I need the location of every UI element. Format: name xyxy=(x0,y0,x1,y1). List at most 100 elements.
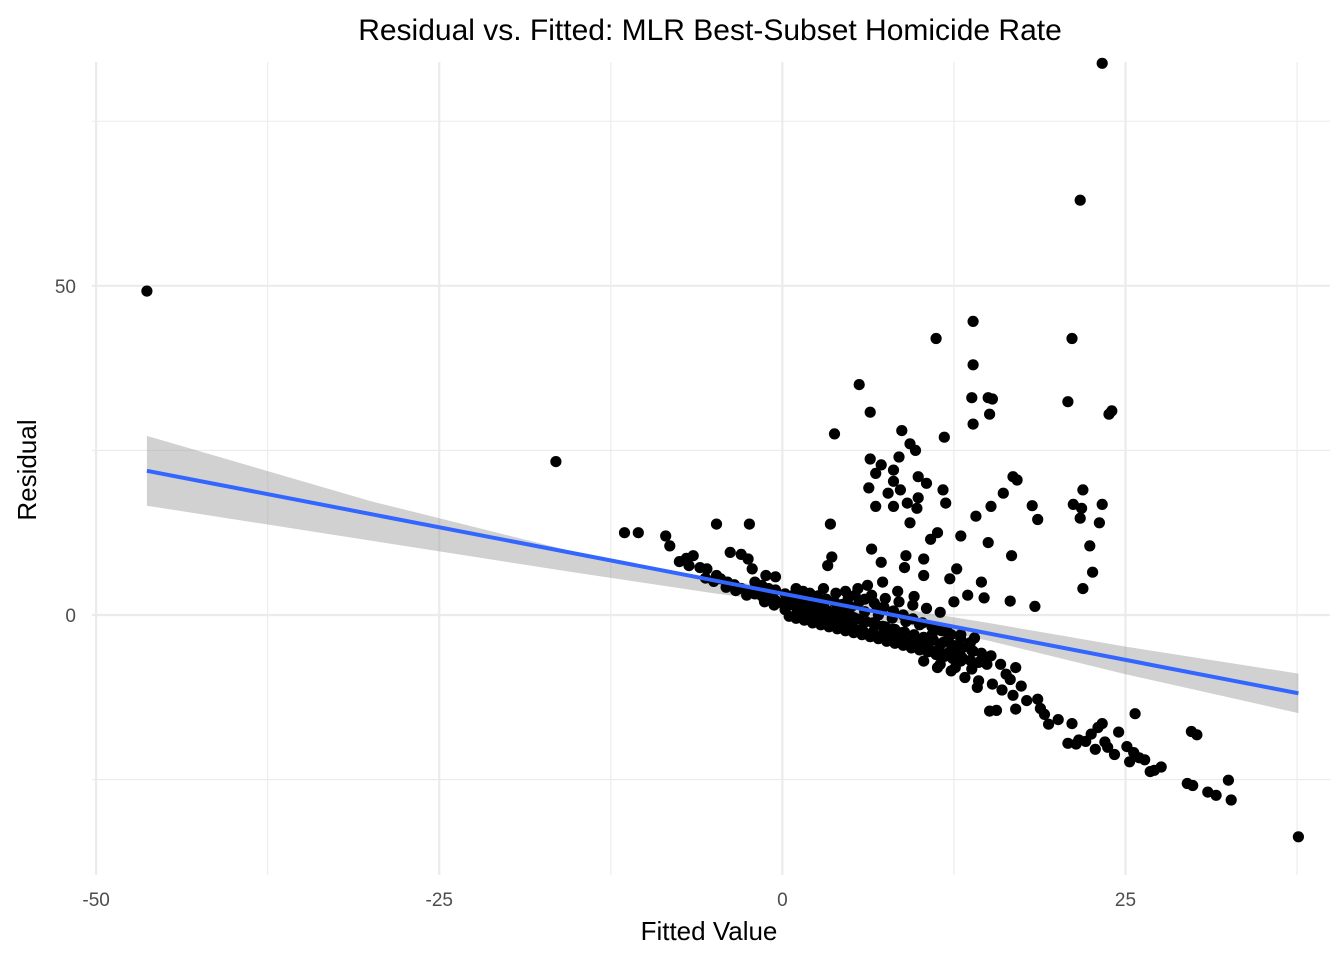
data-point xyxy=(1021,695,1033,707)
data-point xyxy=(1010,662,1022,674)
data-point xyxy=(849,589,861,601)
data-point xyxy=(1074,194,1086,206)
data-point xyxy=(817,583,830,595)
data-point xyxy=(945,629,957,641)
data-point xyxy=(918,553,930,565)
data-point xyxy=(1066,332,1078,345)
data-point xyxy=(986,678,999,690)
data-point xyxy=(934,606,946,618)
data-point xyxy=(1077,484,1089,496)
data-point xyxy=(1077,583,1089,595)
data-point xyxy=(550,456,562,468)
data-point xyxy=(1032,513,1044,526)
data-point xyxy=(1006,550,1018,562)
data-point xyxy=(870,467,882,479)
data-point xyxy=(730,585,742,597)
confidence-band xyxy=(146,435,1299,714)
data-point xyxy=(947,639,959,651)
data-point xyxy=(864,406,876,418)
data-point xyxy=(944,573,956,585)
data-point xyxy=(1103,408,1115,420)
data-point xyxy=(1093,517,1105,529)
data-point xyxy=(962,589,974,601)
data-point xyxy=(956,642,968,654)
data-point xyxy=(964,637,977,649)
data-point xyxy=(984,408,996,420)
data-point xyxy=(1191,729,1203,741)
data-point xyxy=(863,482,875,494)
data-point xyxy=(1096,718,1108,730)
data-point xyxy=(982,392,994,404)
data-point xyxy=(912,471,924,483)
data-point xyxy=(618,527,631,539)
data-point xyxy=(1210,789,1222,801)
data-point xyxy=(769,571,782,583)
data-point xyxy=(875,556,887,568)
data-point xyxy=(955,530,967,542)
data-point xyxy=(822,605,834,617)
data-point xyxy=(839,585,852,597)
data-point xyxy=(938,431,950,443)
data-point xyxy=(812,602,824,615)
data-point xyxy=(1062,396,1074,408)
data-point xyxy=(660,530,672,542)
data-point xyxy=(802,600,815,612)
data-point xyxy=(970,510,982,522)
data-point xyxy=(724,546,736,559)
data-point xyxy=(925,533,937,545)
data-point xyxy=(1029,600,1041,613)
data-point xyxy=(1108,748,1121,761)
data-point xyxy=(1004,673,1016,686)
data-point xyxy=(909,444,922,456)
data-point xyxy=(1096,57,1108,69)
data-point xyxy=(887,500,900,512)
data-point xyxy=(882,487,894,499)
data-point xyxy=(975,576,988,588)
data-point xyxy=(1225,794,1237,806)
data-point xyxy=(1032,693,1044,705)
data-point xyxy=(892,585,904,597)
data-point xyxy=(830,587,842,599)
data-point xyxy=(828,428,841,440)
data-point xyxy=(1076,502,1088,514)
data-point xyxy=(984,705,996,717)
data-point xyxy=(1062,737,1074,749)
data-point xyxy=(971,681,983,694)
data-point xyxy=(908,590,920,603)
data-point xyxy=(985,650,997,662)
data-point xyxy=(664,540,676,552)
data-point xyxy=(1124,756,1136,768)
data-point xyxy=(936,625,948,637)
data-point xyxy=(1144,766,1156,778)
data-point xyxy=(870,500,882,512)
data-point xyxy=(742,553,754,565)
data-point xyxy=(746,563,758,575)
data-point xyxy=(822,560,834,572)
data-point xyxy=(1187,779,1199,792)
data-point xyxy=(893,596,905,608)
data-point xyxy=(967,315,979,327)
x-tick-label: -50 xyxy=(82,890,109,911)
data-point xyxy=(918,631,930,644)
data-point xyxy=(920,602,933,615)
data-point xyxy=(887,464,900,476)
data-point xyxy=(1102,741,1114,753)
data-point xyxy=(824,518,837,530)
data-point xyxy=(1004,595,1016,607)
data-point xyxy=(1010,703,1022,715)
data-point xyxy=(898,562,911,574)
data-point xyxy=(967,418,979,430)
y-axis-title: Residual xyxy=(12,419,42,520)
major-gridlines xyxy=(92,62,1330,875)
data-point xyxy=(934,658,946,670)
x-tick-label: 25 xyxy=(1115,890,1136,911)
data-point xyxy=(853,379,865,391)
data-point xyxy=(1222,774,1234,786)
data-point xyxy=(860,616,872,628)
data-point xyxy=(1007,689,1019,701)
data-point xyxy=(758,596,771,608)
data-point xyxy=(1070,738,1082,750)
x-tick-labels: -50 -25 0 25 xyxy=(82,890,1136,911)
data-point xyxy=(975,647,988,659)
